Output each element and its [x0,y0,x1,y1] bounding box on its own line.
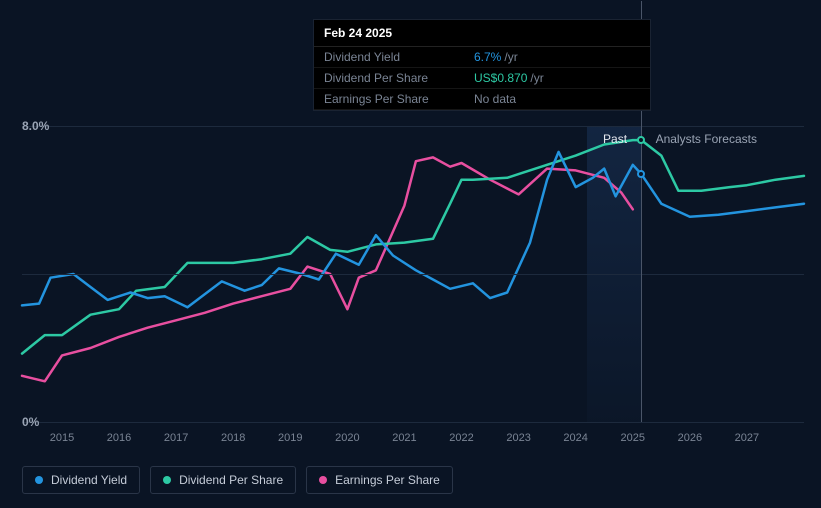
tooltip-value-wrap: No data [474,92,516,106]
x-axis-label: 2016 [107,432,131,444]
legend-item[interactable]: Dividend Yield [22,466,140,494]
x-axis-label: 2026 [678,432,702,444]
x-axis-label: 2025 [621,432,645,444]
legend-label: Dividend Yield [51,473,127,487]
x-axis-label: 2020 [335,432,359,444]
x-axis-label: 2018 [221,432,245,444]
x-axis-label: 2019 [278,432,302,444]
legend-item[interactable]: Dividend Per Share [150,466,296,494]
grid-line [22,274,804,275]
series-point-marker [637,170,645,178]
grid-line [22,126,804,127]
tooltip-value: 6.7% [474,50,501,64]
chart-area[interactable]: 0%8.0%PastAnalysts Forecasts [22,126,804,422]
legend-label: Dividend Per Share [179,473,283,487]
tooltip-label: Dividend Yield [324,50,454,64]
x-axis: 2015 2016 2017 2018 2019 2020 2021 2022 2023 2024… [22,432,804,452]
series-line [22,157,633,381]
legend-dot-icon [35,476,43,484]
legend-dot-icon [163,476,171,484]
tooltip-value-wrap: 6.7%/yr [474,50,518,64]
chart-tooltip: Feb 24 2025 Dividend Yield6.7%/yrDividen… [313,19,651,111]
tooltip-unit: /yr [504,50,517,64]
tooltip-row: Earnings Per Share No data [314,89,650,110]
tooltip-rows: Dividend Yield6.7%/yrDividend Per ShareU… [314,47,650,110]
x-axis-label: 2021 [392,432,416,444]
x-axis-label: 2024 [563,432,587,444]
series-point-marker [637,136,645,144]
x-axis-label: 2027 [735,432,759,444]
tooltip-date: Feb 24 2025 [314,20,650,47]
tooltip-label: Earnings Per Share [324,92,454,106]
x-axis-label: 2015 [50,432,74,444]
legend: Dividend Yield Dividend Per Share Earnings… [22,466,453,494]
y-axis-label: 0% [22,415,64,429]
legend-label: Earnings Per Share [335,473,440,487]
legend-item[interactable]: Earnings Per Share [306,466,453,494]
tooltip-value: US$0.870 [474,71,527,85]
tooltip-label: Dividend Per Share [324,71,454,85]
tooltip-row: Dividend Per Share US$0.870/yr [314,68,650,89]
y-axis-label: 8.0% [22,119,64,133]
tooltip-row: Dividend Yield 6.7%/yr [314,47,650,68]
x-axis-label: 2022 [449,432,473,444]
x-axis-label: 2023 [506,432,530,444]
grid-line [22,422,804,423]
tooltip-unit: /yr [530,71,543,85]
tooltip-value: No data [474,92,516,106]
tooltip-value-wrap: US$0.870/yr [474,71,544,85]
x-axis-label: 2017 [164,432,188,444]
legend-dot-icon [319,476,327,484]
